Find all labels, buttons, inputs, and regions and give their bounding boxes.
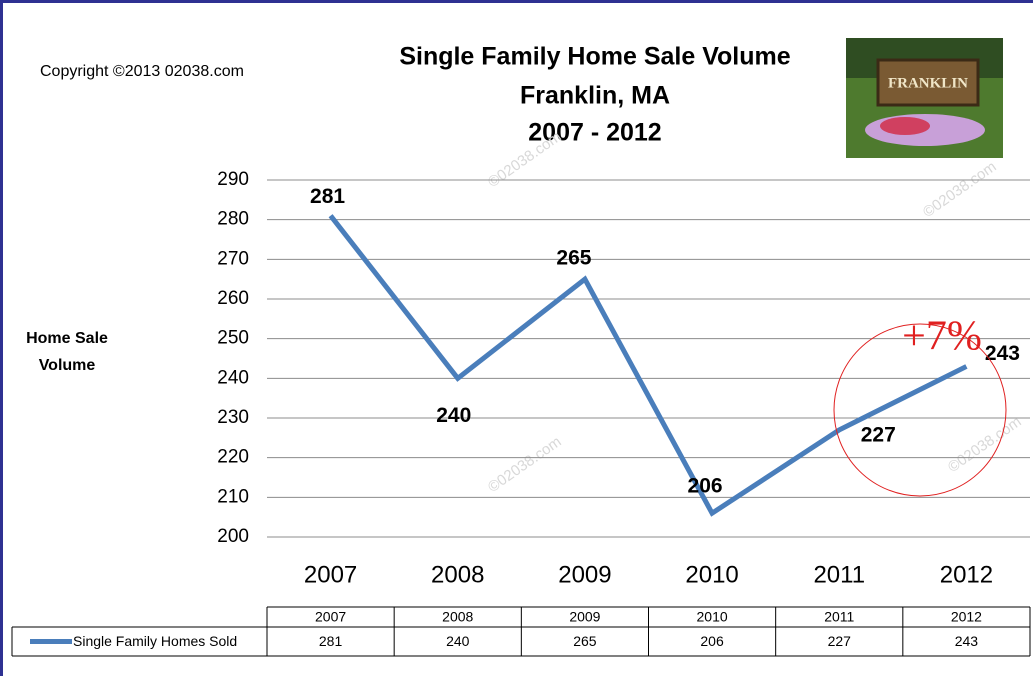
y-tick-label: 210 xyxy=(217,486,249,507)
table-value: 227 xyxy=(828,633,852,649)
table-value: 240 xyxy=(446,633,470,649)
y-axis-label: Home Sale Volume xyxy=(22,325,112,379)
x-tick-label: 2009 xyxy=(558,561,611,588)
page: Copyright ©2013 02038.com Single Family … xyxy=(0,0,1033,676)
y-tick-label: 270 xyxy=(217,248,249,269)
series-line xyxy=(331,216,967,514)
y-tick-label: 240 xyxy=(217,367,249,388)
table-value: 265 xyxy=(573,633,597,649)
data-label: 265 xyxy=(556,247,591,270)
data-label: 240 xyxy=(436,404,471,427)
table-header: 2012 xyxy=(951,609,982,625)
data-label: 281 xyxy=(310,185,345,208)
watermark: ©02038.com xyxy=(920,158,1000,221)
table-header: 2009 xyxy=(569,609,600,625)
chart-subtitle: Franklin, MA xyxy=(520,82,670,110)
table-header: 2007 xyxy=(315,609,346,625)
photo-flowers xyxy=(880,117,930,135)
chart-title: Single Family Home Sale Volume xyxy=(399,43,790,71)
legend-label: Single Family Homes Sold xyxy=(73,633,237,649)
y-tick-label: 290 xyxy=(217,169,249,190)
x-tick-label: 2007 xyxy=(304,561,357,588)
x-tick-label: 2010 xyxy=(685,561,738,588)
y-tick-label: 280 xyxy=(217,209,249,230)
x-tick-label: 2011 xyxy=(813,561,865,588)
y-tick-label: 250 xyxy=(217,328,249,349)
watermark: ©02038.com xyxy=(485,128,565,191)
table-value: 281 xyxy=(319,633,343,649)
table-value: 206 xyxy=(700,633,724,649)
photo: FRANKLIN xyxy=(846,38,1003,158)
data-label: 243 xyxy=(985,342,1020,365)
y-tick-label: 230 xyxy=(217,407,249,428)
annotation: +7% xyxy=(902,314,982,360)
photo-sign-text: FRANKLIN xyxy=(888,75,968,91)
y-tick-label: 200 xyxy=(217,526,249,547)
y-tick-label: 220 xyxy=(217,447,249,468)
data-label: 227 xyxy=(861,423,896,446)
chart: Copyright ©2013 02038.com Single Family … xyxy=(0,0,1033,676)
table-header: 2010 xyxy=(697,609,728,625)
table-header: 2011 xyxy=(824,609,854,625)
y-tick-label: 260 xyxy=(217,288,249,309)
x-tick-label: 2012 xyxy=(940,561,993,588)
copyright: Copyright ©2013 02038.com xyxy=(40,63,244,80)
table-header: 2008 xyxy=(442,609,473,625)
watermark: ©02038.com xyxy=(485,433,565,496)
data-label: 206 xyxy=(688,475,723,498)
x-tick-label: 2008 xyxy=(431,561,484,588)
table-value: 243 xyxy=(955,633,979,649)
